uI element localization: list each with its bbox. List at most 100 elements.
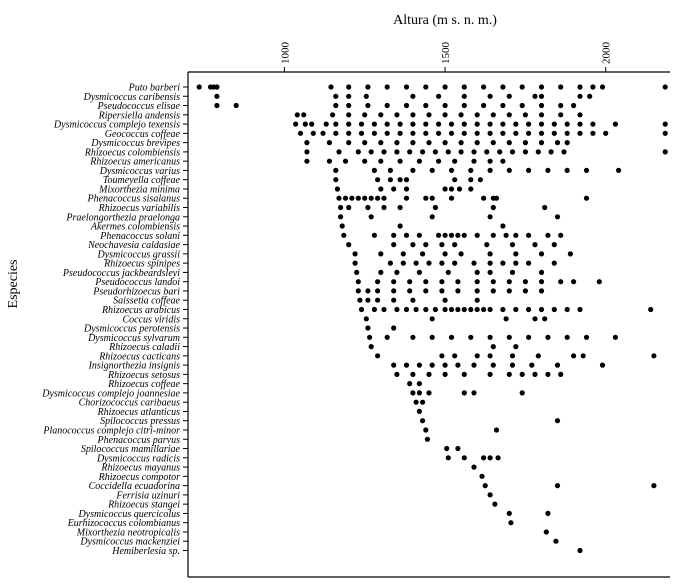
data-point (503, 232, 509, 238)
data-point (461, 121, 467, 127)
data-point (429, 214, 435, 220)
data-point (439, 353, 445, 359)
data-point (442, 84, 448, 90)
data-point (487, 492, 493, 498)
data-point (448, 130, 455, 136)
data-point (397, 177, 403, 183)
data-point (426, 371, 432, 377)
data-point (474, 269, 480, 275)
data-point (423, 306, 429, 313)
data-point (490, 112, 496, 118)
data-point (564, 167, 570, 173)
data-point (330, 112, 336, 118)
data-point (403, 362, 410, 368)
data-point (522, 140, 529, 146)
data-point (407, 288, 413, 294)
data-point (545, 167, 551, 173)
data-point (564, 306, 570, 313)
data-point (456, 186, 463, 192)
data-point (384, 334, 390, 340)
data-point (403, 195, 410, 201)
species-label: Rhizoecus compotor (98, 472, 180, 483)
data-point (365, 297, 371, 303)
data-point (648, 306, 654, 313)
data-point (461, 455, 467, 461)
data-point (526, 232, 532, 238)
data-point (420, 149, 426, 155)
data-point (506, 279, 512, 285)
data-point (400, 260, 406, 266)
data-point (538, 84, 545, 90)
data-point (333, 130, 339, 136)
data-point (599, 362, 606, 368)
data-point (538, 121, 545, 127)
data-point (391, 242, 397, 248)
data-point (333, 167, 339, 173)
data-point (442, 112, 448, 118)
data-point (577, 130, 583, 136)
data-point (487, 214, 493, 220)
data-point (410, 390, 416, 396)
data-point (558, 84, 564, 90)
data-point (519, 84, 525, 90)
data-point (410, 93, 416, 99)
data-point (551, 260, 557, 266)
data-point (442, 306, 448, 313)
data-point (416, 362, 422, 368)
data-point (487, 269, 493, 275)
data-point (455, 279, 461, 285)
data-point (662, 84, 668, 90)
species-label: Chorizococcus caribaeus (79, 398, 180, 409)
data-point (554, 214, 561, 220)
data-point (577, 547, 583, 554)
species-label: Dysmicoccus complejo joannesiae (41, 388, 180, 399)
data-point (375, 195, 381, 201)
data-point (471, 149, 477, 155)
data-point (500, 130, 506, 136)
species-label: Pseudococcus jackbeardsleyi (62, 268, 180, 279)
data-point (362, 112, 368, 118)
data-point (413, 306, 419, 313)
data-point (424, 436, 430, 442)
data-point (599, 84, 606, 90)
data-point (448, 195, 455, 201)
data-point (333, 177, 339, 183)
data-point (371, 167, 377, 173)
data-point (513, 121, 519, 127)
data-point (384, 84, 390, 90)
data-point (397, 158, 403, 164)
data-point (458, 251, 464, 257)
data-point (651, 353, 657, 359)
data-point (439, 288, 445, 294)
data-point (535, 353, 541, 359)
data-point (233, 102, 239, 109)
data-point (346, 204, 352, 211)
data-point (378, 269, 384, 275)
data-point (487, 371, 493, 377)
species-label: Rhizoecus atlanticus (97, 407, 181, 418)
data-point (461, 371, 467, 377)
data-point (474, 232, 480, 238)
data-point (490, 362, 496, 368)
y-axis-title: Especies (6, 260, 21, 309)
data-point (323, 121, 329, 127)
data-point (407, 279, 413, 285)
data-point (513, 306, 519, 313)
data-point (603, 130, 609, 136)
data-point (410, 297, 416, 303)
data-point (519, 390, 525, 396)
data-point (375, 288, 381, 294)
data-point (471, 158, 477, 164)
data-point (363, 93, 369, 99)
data-point (338, 214, 344, 220)
data-point (461, 390, 467, 396)
species-label: Rhizoecus colombiensis (84, 147, 180, 158)
data-point (342, 158, 349, 164)
data-point (426, 390, 432, 396)
data-point (397, 204, 403, 211)
data-point (346, 121, 352, 127)
data-point (304, 158, 310, 164)
data-point (481, 102, 487, 109)
data-point (509, 149, 516, 155)
species-label: Akermes colombiensis (90, 222, 180, 233)
